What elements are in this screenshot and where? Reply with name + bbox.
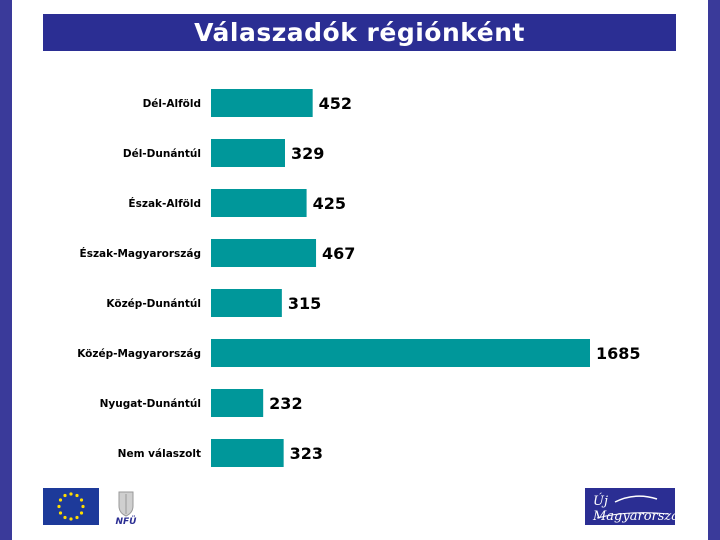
bar (211, 139, 286, 167)
category-label: Dél-Dunántúl (123, 148, 201, 160)
eu-stars-icon (57, 492, 85, 521)
bar (211, 339, 590, 367)
value-label: 452 (319, 94, 352, 113)
category-label: Észak-Magyarország (80, 247, 201, 260)
value-label: 467 (322, 244, 355, 263)
hungarian-coat-of-arms-icon: NFÜ (116, 491, 138, 527)
category-label: Közép-Dunántúl (106, 298, 201, 310)
bar (211, 189, 307, 217)
value-label: 425 (313, 194, 346, 213)
title-band: Válaszadók régiónként (43, 14, 676, 51)
page-title: Válaszadók régiónként (194, 18, 525, 47)
category-label: Észak-Alföld (128, 197, 201, 210)
eu-flag-logo (43, 488, 99, 525)
value-label: 329 (291, 144, 324, 163)
value-label: 232 (269, 394, 302, 413)
category-label: Nem válaszolt (118, 448, 201, 460)
frame-right-bar (708, 0, 720, 540)
um-arc-icon (596, 495, 670, 519)
category-label: Dél-Alföld (143, 98, 201, 110)
frame-left-bar (0, 0, 12, 540)
um-label: Új Magyarország (593, 494, 688, 524)
nfu-logo: NFÜ (110, 488, 142, 527)
bar (211, 89, 313, 117)
bar (211, 389, 264, 417)
uj-magyarorszag-logo: Új Magyarország (585, 488, 687, 525)
bar (211, 289, 282, 317)
nfu-label: NFÜ (116, 516, 138, 525)
bar (211, 239, 317, 267)
value-label: 1685 (596, 344, 641, 363)
value-label: 323 (290, 444, 323, 463)
category-label: Közép-Magyarország (77, 348, 201, 360)
category-label: Nyugat-Dunántúl (100, 398, 201, 410)
bar (211, 439, 284, 467)
value-label: 315 (288, 294, 321, 313)
